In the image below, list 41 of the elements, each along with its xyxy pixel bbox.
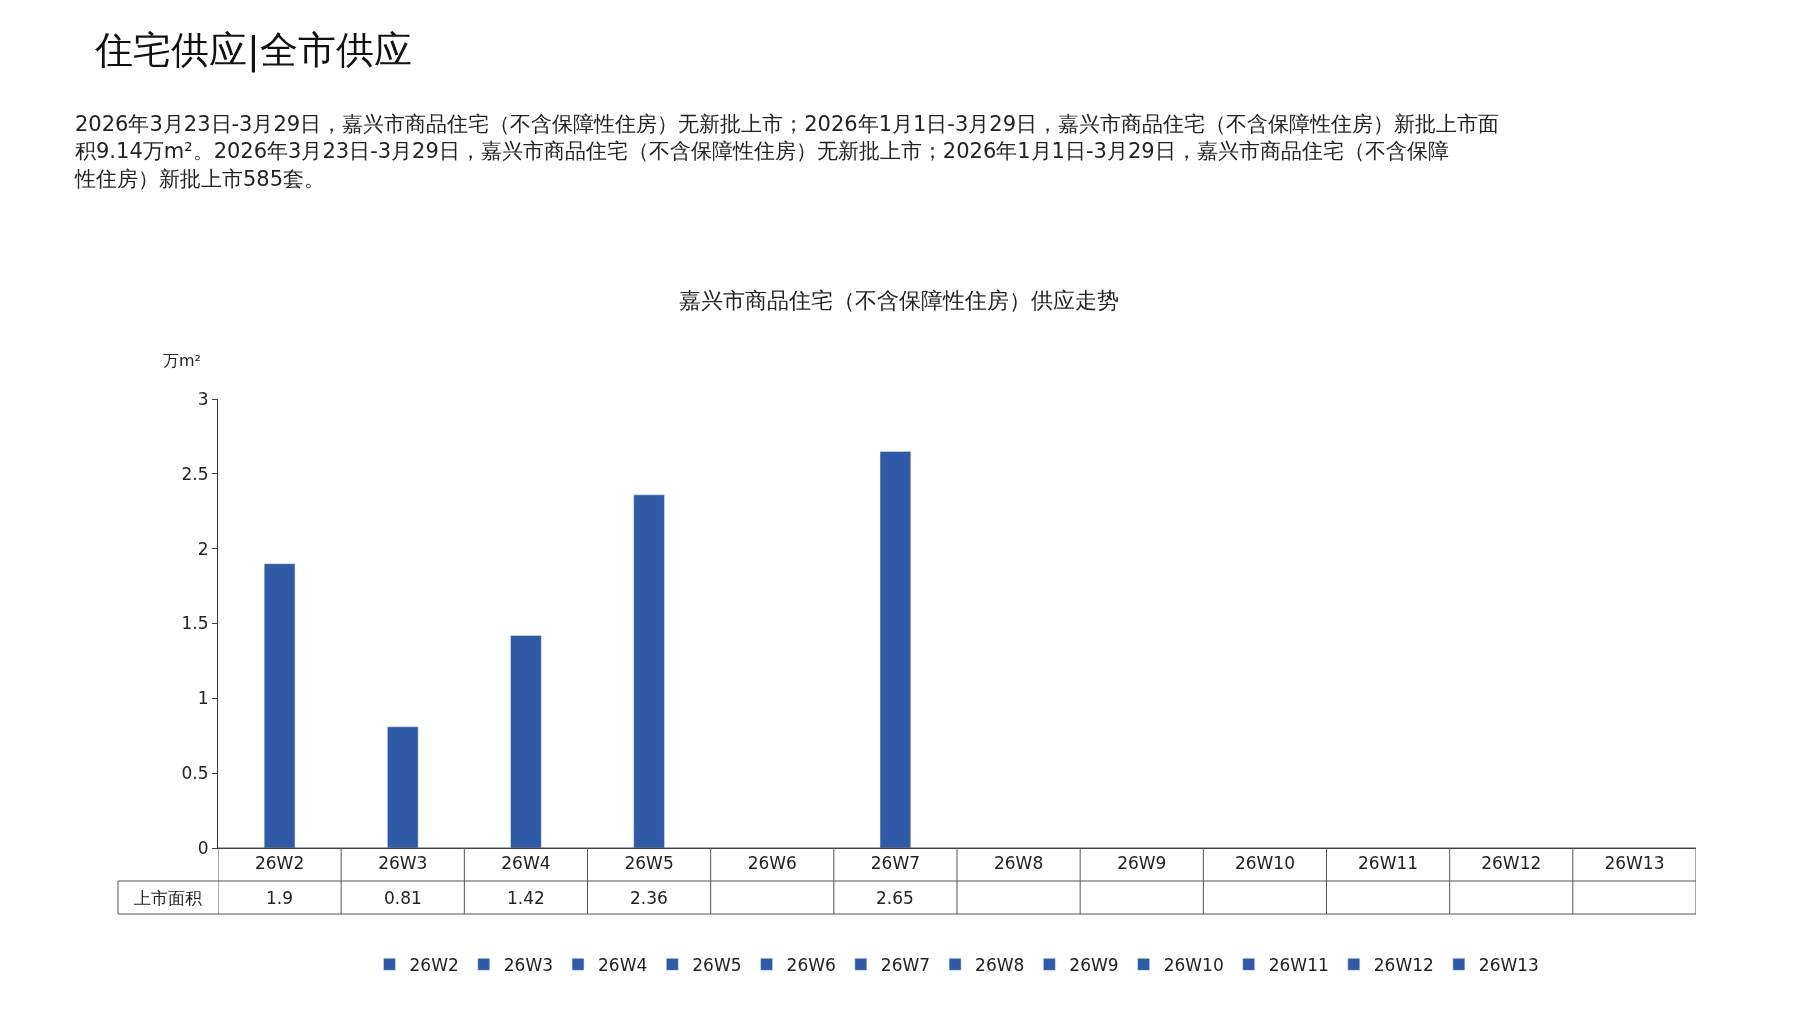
data-label: 2.65 <box>876 888 914 908</box>
data-label: 0.81 <box>384 888 422 908</box>
x-tick-label: 26W2 <box>254 853 305 874</box>
x-tick-label: 26W12 <box>1481 853 1542 874</box>
x-tick-label: 26W6 <box>747 853 797 874</box>
y-tick-label: 1 <box>197 688 209 709</box>
x-tick-label: 26W8 <box>993 853 1044 874</box>
legend-label: 26W2 <box>409 954 459 975</box>
legend-label: 26W8 <box>975 954 1025 975</box>
x-tick-label: 26W9 <box>1117 853 1167 874</box>
y-tick-label: 0.5 <box>181 763 209 784</box>
x-tick-label: 26W10 <box>1234 853 1295 874</box>
data-label: 1.9 <box>266 888 294 908</box>
legend-label: 26W5 <box>692 954 742 975</box>
data-label: 1.42 <box>507 888 545 908</box>
text: 2026年3月23日-3月29日，嘉兴市商品住宅（不含保障性住房）无新批上市；2026年1月1日-3月29日，嘉兴市商品住宅（不含保障性住房）新批上市面积9.14万m²。2026年3月23日-3月29日，嘉兴市商品住宅（不含保障性住房）无新批上市；2026年1月1日-3月29日，嘉兴市商品住宅（不含保障性住房）新批上市585套。 <box>74 112 1500 191</box>
chart-title: 嘉兴市商品住宅（不含保障性住房）供应走势 <box>678 287 1119 313</box>
text: 上市面积 <box>134 888 202 908</box>
legend-label: 26W7 <box>880 954 931 975</box>
x-tick-label: 26W11 <box>1358 853 1419 874</box>
legend-label: 26W10 <box>1163 954 1224 975</box>
data-label: 2.36 <box>630 888 668 908</box>
legend-label: 26W12 <box>1373 954 1434 975</box>
y-tick-label: 2 <box>197 538 209 559</box>
y-axis-title: 万m² <box>163 351 201 370</box>
legend-label: 26W11 <box>1268 954 1329 975</box>
x-tick-label: 26W3 <box>378 853 428 874</box>
x-tick-label: 26W7 <box>870 853 921 874</box>
y-tick-label: 0 <box>197 837 209 858</box>
legend-label: 26W6 <box>786 954 836 975</box>
x-tick-label: 26W4 <box>501 853 551 874</box>
legend-label: 26W3 <box>503 954 554 975</box>
legend-label: 26W9 <box>1069 954 1119 975</box>
y-tick-label: 2.5 <box>181 463 209 484</box>
text: 住宅供应|全市供应 <box>94 28 412 73</box>
x-tick-label: 26W5 <box>624 853 674 874</box>
y-tick-label: 1.5 <box>181 613 209 634</box>
legend-label: 26W13 <box>1478 954 1539 975</box>
y-tick-label: 3 <box>197 388 209 409</box>
legend-label: 26W4 <box>598 954 648 975</box>
x-tick-label: 26W13 <box>1604 853 1665 874</box>
